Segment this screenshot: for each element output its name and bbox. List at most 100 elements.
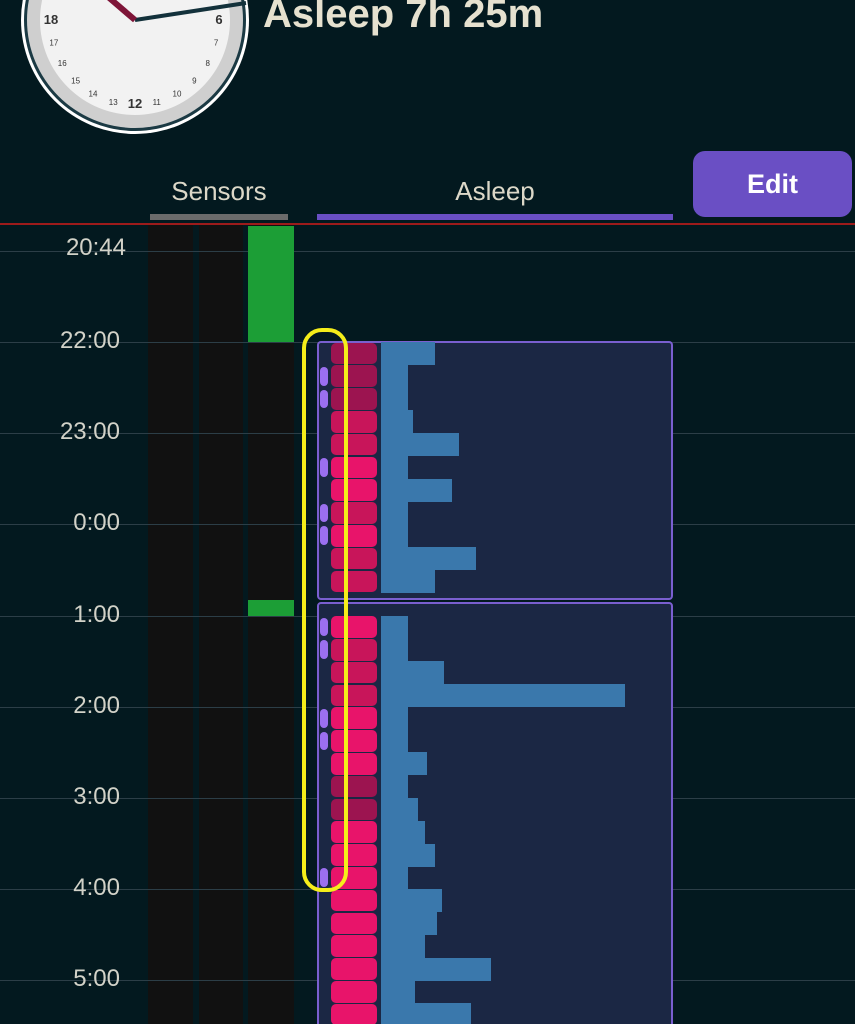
awake-marker: [320, 366, 328, 386]
movement-bar: [381, 615, 408, 639]
sleep-depth-slot: [331, 844, 377, 866]
awake-marker: [320, 503, 328, 523]
sleep-depth-slot: [331, 752, 377, 775]
sleep-depth-slot: [331, 798, 377, 821]
clock-hour-label: 18: [44, 12, 58, 27]
clock-hour-label: 9: [192, 76, 197, 85]
movement-bar: [381, 364, 408, 388]
clock-hour-label: 11: [153, 98, 162, 107]
tab-sensors[interactable]: Sensors: [150, 176, 288, 207]
sleep-depth-slot: [331, 889, 377, 912]
sleep-depth-slot: [331, 570, 377, 593]
movement-bar: [381, 684, 625, 708]
sleep-depth-slot: [331, 821, 377, 844]
sensor-column: [199, 225, 243, 1024]
sleep-depth-slot: [331, 912, 377, 935]
sleep-depth-slot: [331, 661, 377, 684]
movement-bar: [381, 661, 445, 685]
sleep-depth-slot: [331, 616, 377, 638]
tab-asleep[interactable]: Asleep: [317, 176, 673, 207]
movement-bar: [381, 798, 418, 822]
sensor-active-period: [248, 600, 294, 616]
tab-label: Asleep: [455, 176, 535, 206]
sensor-column: [148, 225, 193, 1024]
highlight-annotation: [302, 328, 348, 892]
sleep-clock: 18 17 16 15 14 13 12 11 10 98 7 6: [21, 0, 249, 134]
awake-marker: [320, 526, 328, 546]
clock-hour-label: 6: [215, 12, 222, 27]
movement-bar: [381, 456, 408, 480]
sleep-depth-slot: [331, 958, 377, 980]
sleep-depth-slot: [331, 707, 377, 730]
awake-marker: [320, 617, 328, 637]
sleep-depth-slot: [331, 433, 377, 456]
tab-asleep-indicator: [317, 214, 673, 220]
movement-bar: [381, 752, 428, 776]
awake-marker: [320, 458, 328, 477]
hour-label: 4:00: [73, 874, 120, 902]
sleep-depth-slot: [331, 638, 377, 661]
awake-marker: [320, 731, 328, 751]
sleep-depth-slot: [331, 980, 377, 1003]
hour-label: 0:00: [73, 509, 120, 537]
movement-bar: [381, 547, 477, 571]
sensor-column: [248, 225, 294, 1024]
sleep-depth-slot: [331, 388, 377, 410]
sleep-timeline[interactable]: 20:44 22:00 23:00 0:00 1:00 2:00 3:00 4:00 5:00: [0, 225, 855, 1024]
start-time-label: 20:44: [65, 234, 126, 262]
sleep-duration-title: Asleep 7h 25m: [263, 0, 544, 36]
movement-bar: [381, 478, 452, 502]
clock-hour-label: 7: [214, 39, 219, 48]
clock-hour-label: 10: [173, 90, 182, 99]
movement-bar: [381, 570, 435, 594]
movement-bar: [381, 410, 413, 434]
awake-marker: [320, 640, 328, 660]
clock-hour-label: 14: [89, 90, 98, 99]
clock-hour-label: 8: [206, 59, 211, 68]
sleep-depth-slot: [331, 935, 377, 958]
hour-label: 1:00: [73, 600, 120, 628]
sleep-depth-slot: [331, 524, 377, 547]
movement-bar: [381, 706, 408, 730]
hour-gridline: [0, 251, 855, 253]
hour-label: 2:00: [73, 691, 120, 719]
hour-label: 3:00: [73, 783, 120, 810]
movement-bar: [381, 433, 460, 457]
sleep-depth-slot: [331, 1003, 377, 1024]
sleep-depth-slot: [331, 410, 377, 433]
movement-bar: [381, 866, 408, 890]
sleep-depth-slot: [331, 502, 377, 524]
movement-bar: [381, 934, 425, 958]
movement-bar: [381, 1003, 472, 1024]
movement-bar: [381, 912, 438, 936]
sleep-depth-slot: [331, 730, 377, 752]
movement-bar: [381, 775, 408, 799]
sleep-depth-slot: [331, 365, 377, 388]
hour-label: 22:00: [59, 327, 120, 354]
sensor-active-period: [248, 226, 294, 342]
current-time-line: [0, 223, 855, 225]
clock-hour-label: 12: [128, 96, 142, 111]
sleep-depth-slot: [331, 775, 377, 798]
awake-marker: [320, 868, 328, 888]
movement-bar: [381, 501, 408, 525]
awake-marker: [320, 389, 328, 409]
movement-bar: [381, 980, 416, 1004]
clock-hour-label: 17: [49, 39, 58, 48]
edit-button[interactable]: Edit: [693, 151, 852, 217]
movement-bar: [381, 342, 435, 366]
clock-hour-label: 13: [109, 98, 118, 107]
movement-bar: [381, 889, 442, 913]
movement-bar: [381, 957, 491, 981]
awake-marker: [320, 708, 328, 728]
movement-bar: [381, 820, 425, 844]
hour-label: 23:00: [59, 418, 120, 446]
tab-label: Sensors: [171, 176, 267, 206]
movement-bar: [381, 524, 408, 548]
tab-sensors-indicator: [150, 214, 288, 220]
sleep-depth-slot: [331, 684, 377, 707]
movement-bar: [381, 387, 408, 411]
clock-hour-label: 15: [71, 76, 80, 85]
movement-bar: [381, 638, 408, 662]
sleep-depth-slot: [331, 547, 377, 570]
